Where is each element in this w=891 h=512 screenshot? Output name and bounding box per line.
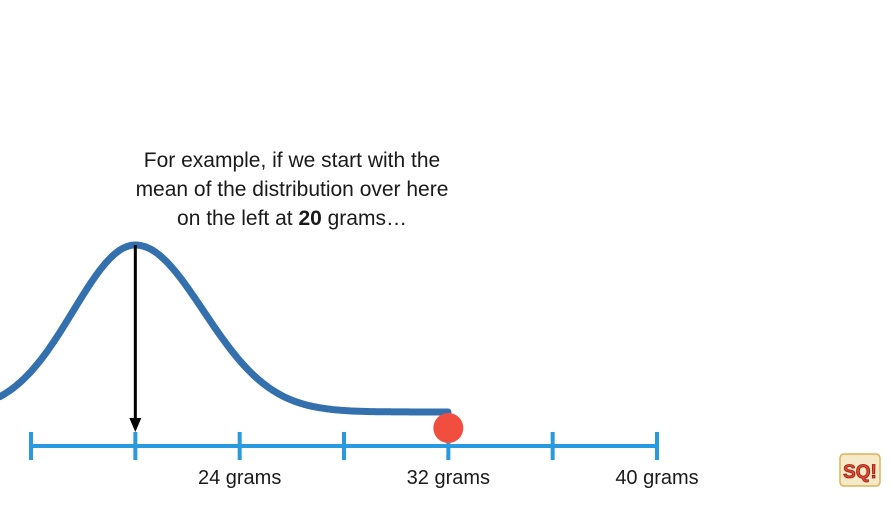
- mean-arrow-head: [129, 418, 142, 432]
- distribution-curve: [0, 241, 452, 416]
- endpoint-marker: [433, 413, 464, 443]
- logo-text: SQ!: [843, 462, 877, 483]
- caption-line-3-prefix: on the left at: [177, 207, 299, 230]
- axis-tick-label: 32 grams: [407, 467, 490, 489]
- caption-mean-value: 20: [298, 207, 322, 230]
- statquest-logo-icon: SQ!: [838, 450, 882, 490]
- axis-tick-labels: 24 grams 32 grams 40 grams: [198, 467, 699, 489]
- caption-line-3-suffix: grams…: [321, 207, 407, 230]
- caption-line-1: For example, if we start with the: [143, 149, 441, 172]
- caption: For example, if we start with the mean o…: [92, 146, 492, 233]
- axis-tick-label: 24 grams: [198, 467, 281, 489]
- caption-line-2: mean of the distribution over here: [135, 178, 449, 201]
- caption-line-3: on the left at 20 grams…: [92, 204, 492, 233]
- axis-tick-label: 40 grams: [615, 467, 698, 489]
- mean-arrow: [129, 245, 142, 432]
